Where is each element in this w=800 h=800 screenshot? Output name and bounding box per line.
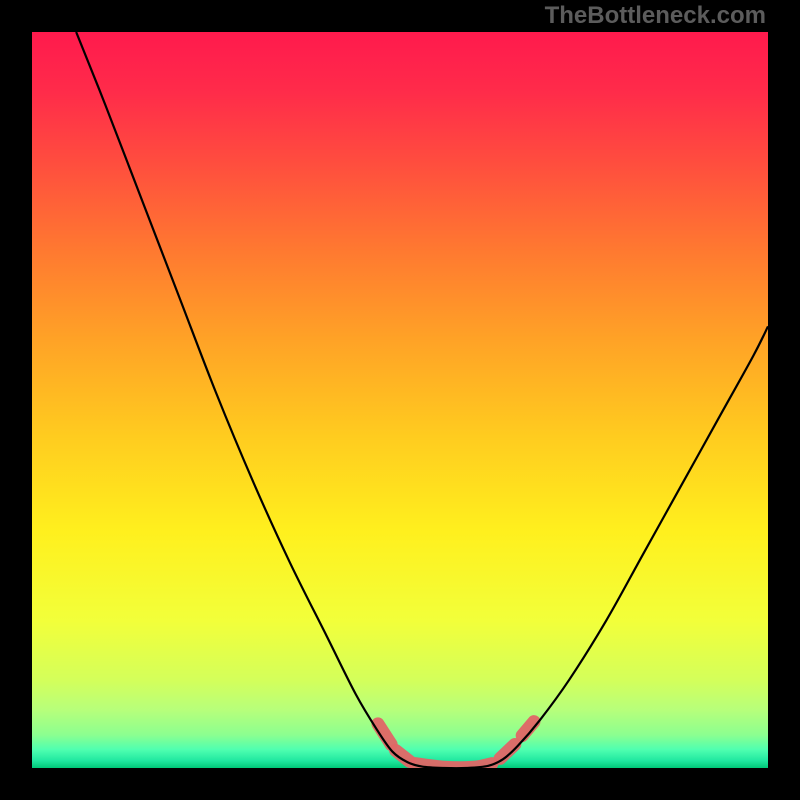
plot-area bbox=[32, 32, 768, 768]
chart-frame: TheBottleneck.com bbox=[0, 0, 800, 800]
watermark-text: TheBottleneck.com bbox=[545, 2, 766, 30]
valley-marker-group bbox=[378, 722, 534, 768]
bottleneck-curve bbox=[76, 32, 768, 768]
curve-layer bbox=[32, 32, 768, 768]
